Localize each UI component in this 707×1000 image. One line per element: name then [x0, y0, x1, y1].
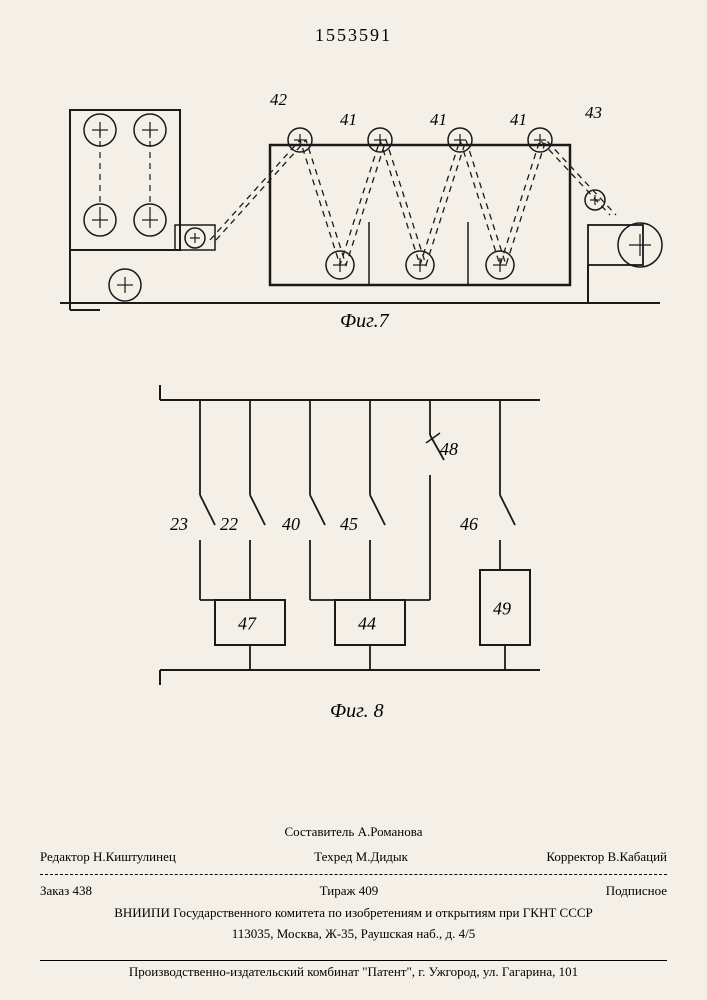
fig7-label: Фиг.7 [340, 310, 389, 333]
org-name: ВНИИПИ Государственного комитета по изоб… [40, 903, 667, 924]
svg-text:47: 47 [238, 614, 257, 634]
svg-text:23: 23 [170, 514, 188, 534]
svg-text:42: 42 [270, 90, 288, 109]
svg-text:41: 41 [430, 110, 447, 129]
corrector-label: Корректор [546, 849, 604, 864]
patent-number: 1553591 [315, 25, 392, 46]
svg-text:40: 40 [282, 514, 300, 534]
figure-7: 42 41 41 41 43 Фиг.7 [30, 60, 670, 330]
tech-label: Техред [314, 849, 352, 864]
fig8-label: Фиг. 8 [330, 700, 384, 723]
svg-text:49: 49 [493, 599, 511, 619]
subscription: Подписное [606, 881, 667, 902]
publisher-line: Производственно-издательский комбинат "П… [40, 960, 667, 980]
svg-text:45: 45 [340, 514, 358, 534]
org-address: 113035, Москва, Ж-35, Раушская наб., д. … [40, 924, 667, 945]
svg-text:48: 48 [440, 439, 458, 459]
figure-8: 23 22 40 45 46 48 47 44 49 Фиг. 8 [140, 380, 560, 720]
editor-label: Редактор [40, 849, 90, 864]
svg-text:44: 44 [358, 614, 376, 634]
svg-text:41: 41 [340, 110, 357, 129]
tirage: Тираж 409 [320, 881, 379, 902]
svg-text:46: 46 [460, 514, 478, 534]
svg-text:43: 43 [585, 103, 602, 122]
order-number: Заказ 438 [40, 881, 92, 902]
compiler-label: Составитель [285, 824, 355, 839]
tech-name: М.Дидык [356, 849, 408, 864]
corrector-name: В.Кабаций [608, 849, 667, 864]
patent-page: 1553591 42 41 41 41 43 Фиг.7 23 22 40 45 46 48 47 4… [0, 0, 707, 1000]
svg-text:41: 41 [510, 110, 527, 129]
svg-text:22: 22 [220, 514, 238, 534]
editor-name: Н.Киштулинец [93, 849, 176, 864]
compiler-name: А.Романова [358, 824, 423, 839]
footer-block: Составитель А.Романова Редактор Н.Киштул… [40, 820, 667, 945]
